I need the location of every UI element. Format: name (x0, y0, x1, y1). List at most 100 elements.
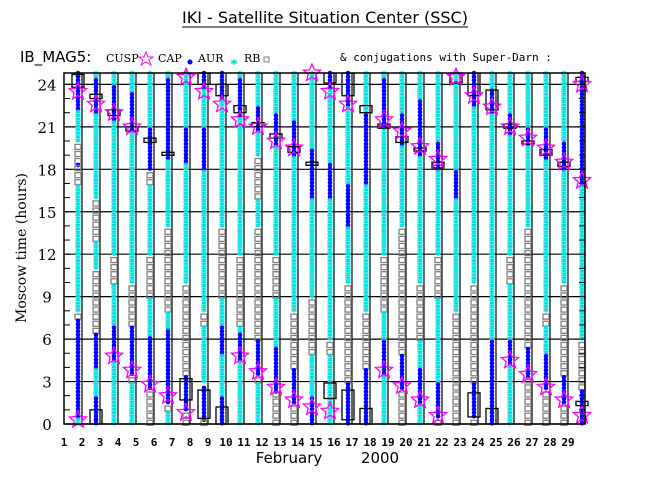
rb-mark (110, 263, 118, 271)
rb-mark (254, 256, 262, 264)
rb-mark (452, 327, 460, 334)
cap-mark (453, 187, 459, 193)
cap-mark (363, 417, 369, 423)
rb-mark (416, 313, 424, 320)
rb-mark (524, 256, 532, 264)
cusp-star (193, 80, 215, 101)
cap-mark (75, 378, 81, 384)
rb-mark (524, 384, 532, 391)
cap-mark (579, 159, 585, 164)
aur-mark (417, 279, 423, 285)
cap-mark (561, 141, 567, 147)
cap-mark (327, 191, 333, 196)
cap-mark (489, 350, 495, 355)
grid (64, 73, 585, 425)
cusp-star (553, 151, 575, 171)
cap-mark (345, 212, 351, 217)
cap-mark (381, 81, 387, 86)
cap-mark (291, 378, 297, 384)
cap-mark (201, 134, 207, 140)
cap-mark (507, 346, 513, 352)
pass-column (391, 70, 413, 426)
pass-column (571, 70, 593, 426)
cap-mark (93, 364, 99, 369)
rb-mark (578, 355, 586, 363)
cap-mark (201, 410, 207, 415)
rb-mark (560, 412, 568, 419)
cap-mark (363, 166, 369, 171)
cusp-star (283, 137, 305, 157)
cap-mark (381, 367, 387, 373)
rb-mark (380, 299, 388, 306)
cusp-star (247, 116, 269, 136)
cap-mark (327, 180, 333, 186)
cap-mark (147, 336, 153, 341)
cap-mark (561, 375, 567, 380)
rb-mark (164, 263, 172, 271)
cap-mark (93, 99, 99, 104)
rb-mark (398, 405, 406, 412)
cap-mark (543, 385, 549, 391)
cap-mark (309, 148, 315, 154)
rb-mark (290, 412, 298, 419)
rb-mark (164, 228, 172, 235)
conjugation-box (179, 378, 193, 401)
cap-mark (363, 123, 369, 129)
rb-mark (164, 235, 172, 242)
rb-mark (308, 306, 316, 313)
cap-mark (471, 81, 477, 86)
rb-mark (398, 299, 406, 306)
cap-mark (237, 336, 243, 341)
cap-mark (147, 145, 153, 150)
rb-mark (146, 412, 154, 419)
aur-mark (75, 137, 81, 143)
cap-mark (219, 74, 225, 79)
cap-mark (435, 145, 441, 150)
cap-mark (129, 329, 135, 334)
cap-mark (579, 92, 585, 97)
aur-mark (111, 250, 117, 256)
cusp-star (499, 349, 521, 370)
satellite-label: IB_MAG5: (20, 48, 91, 67)
pass-column (85, 70, 107, 426)
rb-mark (182, 355, 190, 363)
rb-mark (182, 341, 190, 349)
cap-mark (165, 99, 171, 104)
cap-mark (579, 155, 585, 161)
aur-mark (183, 279, 189, 285)
cap-mark (183, 134, 189, 140)
rb-mark (182, 306, 190, 313)
cap-mark (201, 145, 207, 150)
rb-mark (182, 285, 190, 292)
pass-column (517, 70, 539, 426)
rb-mark (344, 285, 352, 292)
cap-mark (399, 353, 405, 359)
cap-mark (291, 120, 297, 125)
cap-mark (435, 396, 441, 401)
rb-mark (434, 263, 442, 271)
cap-mark (363, 148, 369, 154)
cap-mark (417, 102, 423, 108)
rb-mark (380, 292, 388, 299)
cap-mark (273, 364, 279, 369)
cap-mark (183, 382, 189, 387)
cap-mark (147, 350, 153, 355)
cap-mark (417, 378, 423, 384)
y-tick-label: 18 (37, 161, 56, 179)
rb-mark (416, 327, 424, 334)
rb-mark (398, 306, 406, 313)
cap-mark (201, 159, 207, 164)
cap-mark (381, 102, 387, 108)
cap-mark (183, 392, 189, 398)
rb-mark (254, 179, 262, 186)
cap-mark (147, 382, 153, 387)
rb-mark (362, 355, 370, 363)
cap-mark (345, 385, 351, 391)
cap-mark (525, 353, 531, 359)
cap-mark (75, 332, 81, 338)
rb-mark (452, 313, 460, 320)
rb-mark (254, 186, 262, 193)
cap-mark (525, 350, 531, 355)
aur-mark (507, 250, 513, 256)
